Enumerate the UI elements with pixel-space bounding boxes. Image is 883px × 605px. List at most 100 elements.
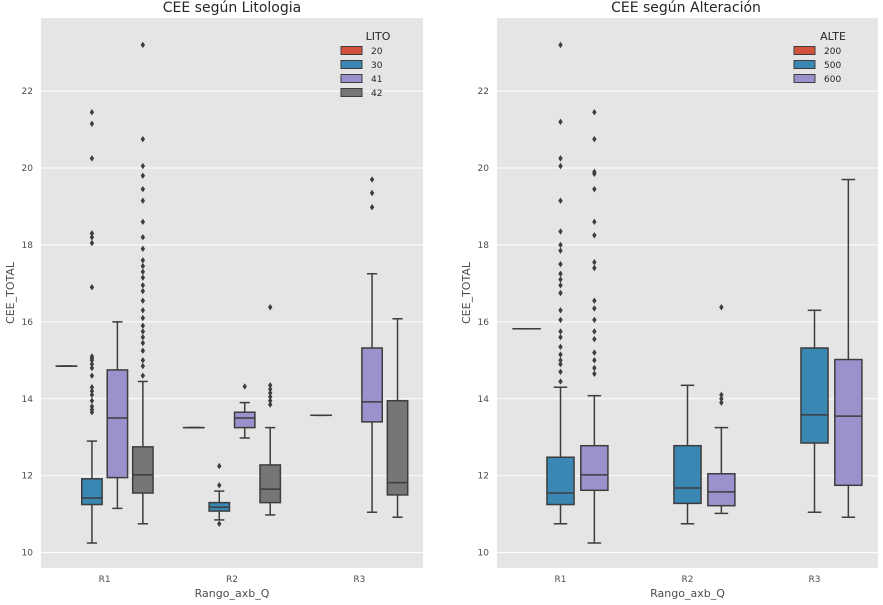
box-500-R1 bbox=[546, 456, 575, 506]
box-41-R1 bbox=[106, 369, 129, 479]
y-tick-label: 20 bbox=[478, 164, 490, 174]
outlier-point bbox=[719, 391, 724, 399]
legend-swatch bbox=[340, 46, 363, 55]
box-42-R1 bbox=[131, 446, 154, 494]
y-tick-label: 16 bbox=[22, 318, 34, 328]
outlier-point bbox=[268, 393, 273, 401]
outlier-point bbox=[140, 322, 146, 329]
outlier-point bbox=[140, 282, 146, 289]
y-tick-label: 12 bbox=[478, 472, 489, 482]
outlier-point bbox=[592, 316, 597, 324]
box-500-R2 bbox=[673, 444, 702, 505]
legend-swatch bbox=[340, 60, 363, 69]
y-tick-label: 10 bbox=[22, 549, 34, 559]
legend-label: 200 bbox=[824, 47, 841, 57]
outlier-point bbox=[592, 305, 597, 312]
outlier-point bbox=[558, 316, 563, 324]
outlier-point bbox=[558, 118, 563, 126]
outlier-point bbox=[592, 370, 597, 377]
outlier-point bbox=[89, 384, 95, 391]
x-tick-label: R3 bbox=[809, 575, 821, 585]
outlier-point bbox=[592, 135, 597, 143]
legend-label: 600 bbox=[824, 75, 841, 85]
outlier-point bbox=[140, 362, 146, 370]
outlier-point bbox=[558, 334, 563, 341]
y-tick-label: 18 bbox=[478, 241, 490, 251]
outlier-point bbox=[89, 234, 95, 241]
outlier-point bbox=[719, 395, 724, 402]
outlier-point bbox=[140, 245, 146, 252]
outlier-point bbox=[592, 109, 597, 116]
outlier-point bbox=[558, 228, 563, 235]
chart-title: CEE según Litologia bbox=[163, 0, 301, 16]
legend-swatch bbox=[793, 46, 816, 55]
outlier-point bbox=[89, 120, 95, 127]
outlier-point bbox=[140, 257, 146, 264]
outlier-point bbox=[140, 372, 146, 379]
box-41-R2 bbox=[233, 411, 256, 429]
outlier-point bbox=[140, 234, 146, 241]
outlier-point bbox=[558, 351, 563, 358]
outlier-point bbox=[140, 274, 146, 281]
outlier-point bbox=[592, 168, 597, 176]
y-tick-label: 14 bbox=[478, 395, 490, 405]
outlier-point bbox=[558, 241, 563, 249]
legend-label: 500 bbox=[824, 61, 841, 71]
outlier-point bbox=[558, 162, 563, 170]
outlier-point bbox=[558, 197, 563, 204]
outlier-point bbox=[217, 482, 222, 489]
outlier-point bbox=[558, 282, 563, 289]
outlier-point bbox=[558, 328, 563, 335]
outlier-point bbox=[89, 372, 95, 379]
outlier-point bbox=[140, 357, 146, 364]
outlier-point bbox=[268, 397, 273, 404]
outlier-point bbox=[558, 360, 563, 368]
outlier-point bbox=[140, 262, 146, 270]
outlier-point bbox=[89, 387, 95, 395]
outlier-point bbox=[268, 401, 273, 408]
outlier-point bbox=[558, 260, 563, 268]
y-tick-label: 14 bbox=[22, 395, 34, 405]
outlier-point bbox=[558, 276, 563, 283]
legend-swatch bbox=[793, 74, 816, 83]
outlier-point bbox=[242, 383, 247, 390]
legend-label: 20 bbox=[371, 47, 383, 57]
outlier-point bbox=[140, 218, 146, 226]
box-42-R2 bbox=[259, 464, 282, 504]
outlier-point bbox=[592, 357, 597, 364]
outlier-point bbox=[217, 462, 222, 470]
outlier-point bbox=[89, 284, 95, 291]
legend-label: 30 bbox=[371, 61, 383, 71]
plot-area bbox=[41, 18, 423, 568]
y-tick-label: 12 bbox=[22, 472, 33, 482]
outlier-point bbox=[89, 360, 95, 368]
outlier-point bbox=[719, 399, 724, 406]
outlier-point bbox=[140, 328, 146, 335]
outlier-point bbox=[140, 268, 146, 276]
outlier-point bbox=[592, 218, 597, 226]
x-tick-label: R3 bbox=[353, 575, 365, 585]
outlier-point bbox=[140, 307, 146, 314]
box-600-R3 bbox=[834, 358, 863, 487]
outlier-point bbox=[558, 41, 563, 49]
outlier-point bbox=[558, 155, 563, 162]
outlier-point bbox=[592, 335, 597, 343]
chart-litologia: 10 12 14 16 18 20 22 R1 R2 R3 CEE según Litologia R… bbox=[4, 0, 423, 600]
outlier-point bbox=[369, 204, 375, 211]
outlier-point bbox=[89, 230, 95, 237]
outlier-point bbox=[140, 185, 146, 193]
x-tick-label: R1 bbox=[99, 575, 111, 585]
y-tick-label: 20 bbox=[22, 164, 34, 174]
outlier-point bbox=[369, 189, 375, 197]
box-600-R1 bbox=[580, 444, 609, 492]
y-tick-label: 10 bbox=[478, 549, 490, 559]
x-axis-label: Rango_axb_Q bbox=[195, 587, 270, 600]
outlier-point bbox=[369, 176, 375, 183]
y-tick-label: 16 bbox=[478, 318, 490, 328]
legend-swatch bbox=[793, 60, 816, 69]
outlier-point bbox=[140, 314, 146, 322]
outlier-point bbox=[558, 378, 563, 385]
x-tick-label: R1 bbox=[555, 575, 567, 585]
outlier-point bbox=[89, 353, 95, 360]
